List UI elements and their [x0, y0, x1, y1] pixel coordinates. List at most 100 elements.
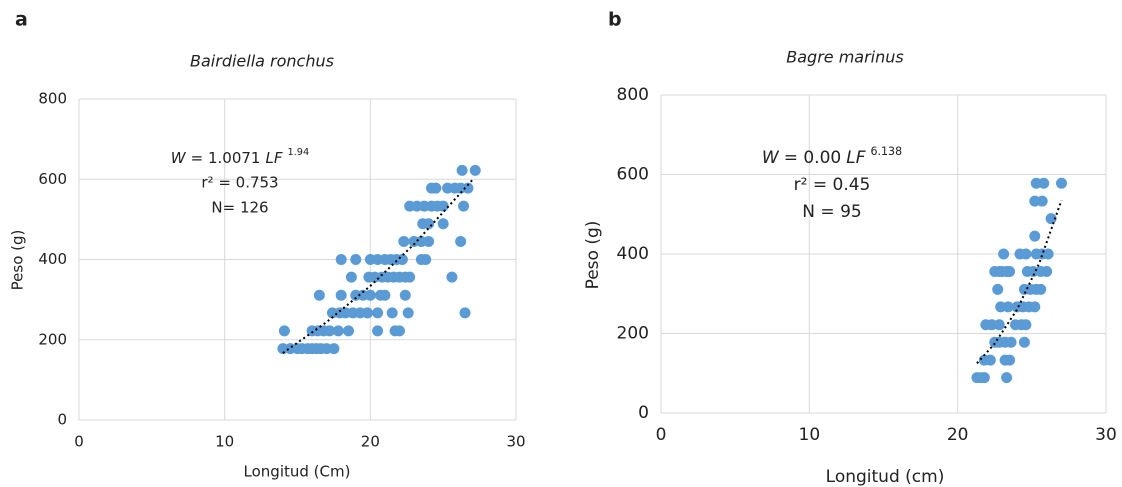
data-point: [335, 289, 347, 301]
x-tick-label: 0: [656, 425, 667, 445]
data-point: [1056, 177, 1067, 189]
data-point: [1041, 265, 1053, 277]
y-tick-label: 0: [57, 411, 67, 429]
data-point: [437, 218, 449, 230]
y-tick-label: 800: [617, 85, 649, 105]
x-tick-label: 30: [1095, 425, 1117, 445]
data-point: [1029, 301, 1041, 313]
data-point: [335, 254, 347, 265]
chart-panel: a Bairdiella ronchus 0 200 400 600 800 0 10 20 30 L…: [9, 9, 526, 481]
data-point: [998, 248, 1010, 260]
sample-size: N = 95: [802, 202, 861, 222]
data-point: [423, 235, 435, 247]
equation-coef: = 0.00: [784, 148, 842, 168]
data-point: [1002, 301, 1014, 313]
data-point: [1004, 265, 1016, 277]
data-point: [1038, 177, 1050, 189]
data-point: [364, 289, 376, 301]
equation: W = 1.0071 LF 1.94: [171, 147, 309, 167]
data-point: [332, 325, 344, 337]
data-point: [984, 354, 996, 366]
data-point: [1005, 336, 1017, 348]
sample-size: N= 126: [211, 199, 268, 217]
data-point: [1020, 319, 1032, 331]
data-point: [399, 289, 411, 301]
data-point: [1042, 248, 1054, 260]
data-point: [402, 307, 414, 319]
x-tick-label: 30: [506, 433, 525, 451]
data-point: [456, 164, 468, 176]
y-tick-label: 600: [617, 165, 649, 185]
y-tick-label: 200: [38, 330, 67, 348]
data-point: [386, 307, 398, 319]
data-point: [1018, 336, 1030, 348]
data-point: [446, 271, 458, 283]
y-tick-label: 400: [617, 244, 649, 264]
data-point: [978, 372, 990, 384]
data-point: [372, 325, 384, 337]
chart-title: Bairdiella ronchus: [190, 52, 334, 71]
data-point: [1001, 372, 1013, 384]
data-point: [379, 289, 391, 301]
data-point: [345, 271, 357, 283]
y-tick-label: 400: [38, 250, 67, 268]
y-axis-label: Peso (g): [9, 230, 27, 291]
data-point: [361, 307, 373, 319]
data-point: [324, 325, 336, 337]
data-point: [1029, 230, 1041, 242]
data-point: [342, 325, 354, 337]
data-point: [1004, 354, 1016, 366]
x-tick-label: 20: [361, 433, 380, 451]
y-axis-label: Peso (g): [583, 221, 603, 290]
data-point: [992, 283, 1004, 295]
equation-var: LF: [846, 148, 865, 168]
data-point: [396, 254, 408, 265]
equation-exp: 1.94: [287, 147, 309, 158]
data-point: [1035, 283, 1047, 295]
r-squared: r² = 0.753: [201, 174, 278, 192]
data-point: [430, 182, 442, 194]
data-point: [278, 325, 290, 337]
data-point: [458, 200, 470, 212]
data-point: [437, 200, 449, 212]
data-point: [1036, 195, 1048, 207]
y-tick-label: 200: [617, 324, 649, 344]
chart-panel: b Bagre marinus 0 200 400 600 800 0 10 20 30 Longit…: [583, 9, 1117, 487]
data-point: [372, 307, 384, 319]
data-point: [459, 307, 471, 319]
data-point: [455, 235, 467, 247]
r-squared: r² = 0.45: [794, 175, 871, 195]
y-tick-label: 600: [38, 170, 67, 188]
data-point: [1020, 248, 1032, 260]
trendline: [976, 199, 1063, 364]
data-point: [423, 218, 435, 230]
data-point: [469, 164, 481, 176]
equation-lhs: W: [762, 148, 780, 168]
data-point: [350, 254, 362, 265]
x-tick-label: 0: [74, 433, 84, 451]
panel-label: b: [608, 9, 622, 31]
y-tick-label: 0: [638, 403, 649, 423]
panel-label: a: [15, 9, 28, 31]
x-axis-label: Longitud (Cm): [244, 463, 351, 481]
data-point: [1045, 213, 1057, 225]
equation: W = 0.00 LF 6.138: [762, 145, 902, 168]
x-axis-label: Longitud (cm): [826, 467, 945, 487]
equation-var: LF: [265, 149, 282, 167]
data-point: [420, 254, 432, 265]
data-point: [398, 235, 410, 247]
data-point: [404, 271, 416, 283]
data-point: [313, 289, 325, 301]
data-point: [462, 182, 474, 194]
trendline: [282, 179, 474, 354]
equation-lhs: W: [171, 149, 187, 167]
equation-coef: = 1.0071: [191, 149, 261, 167]
equation-exp: 6.138: [870, 145, 902, 158]
chart-title: Bagre marinus: [786, 48, 903, 67]
data-point: [328, 343, 340, 355]
y-tick-label: 800: [38, 90, 67, 108]
x-tick-label: 20: [947, 425, 969, 445]
data-point: [393, 325, 405, 337]
data-point: [993, 319, 1005, 331]
